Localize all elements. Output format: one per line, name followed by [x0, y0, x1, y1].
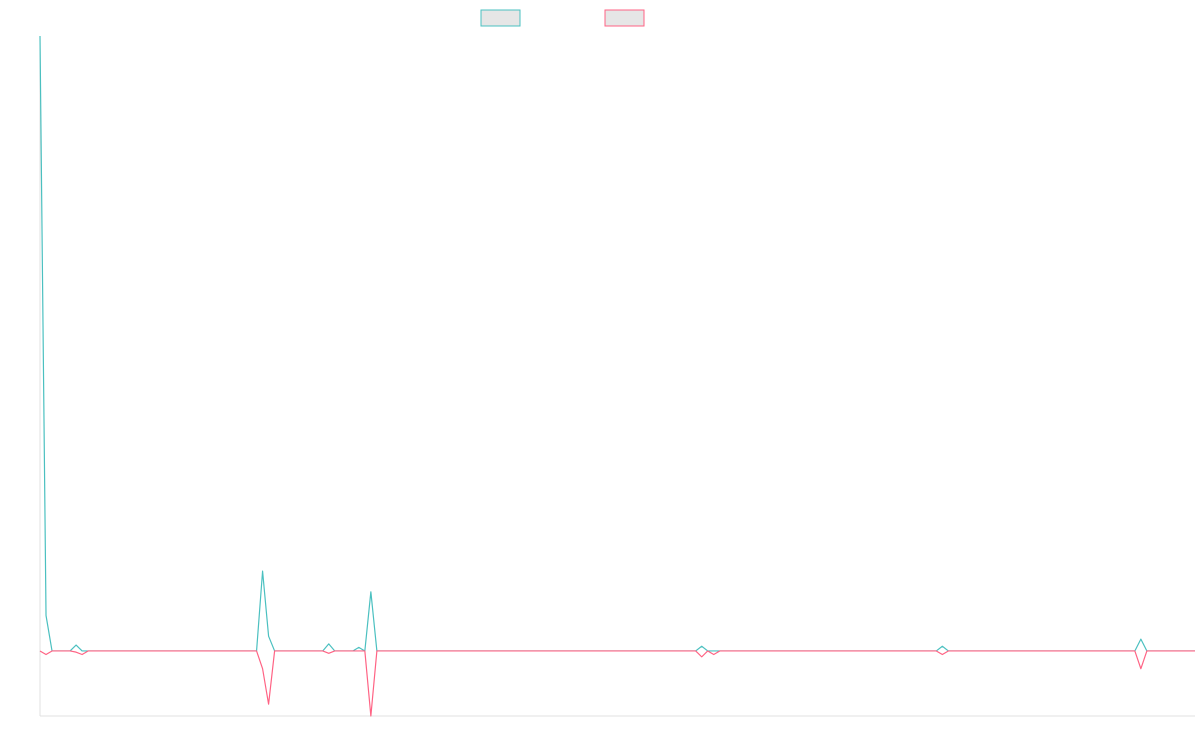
series-line-1 — [39, 35, 1195, 652]
legend[interactable] — [480, 9, 645, 27]
axes — [39, 36, 1195, 717]
series-layer — [39, 35, 1195, 717]
legend-swatch-1[interactable] — [480, 9, 521, 27]
legend-swatch-2[interactable] — [604, 9, 645, 27]
series-line-2 — [39, 650, 1195, 717]
